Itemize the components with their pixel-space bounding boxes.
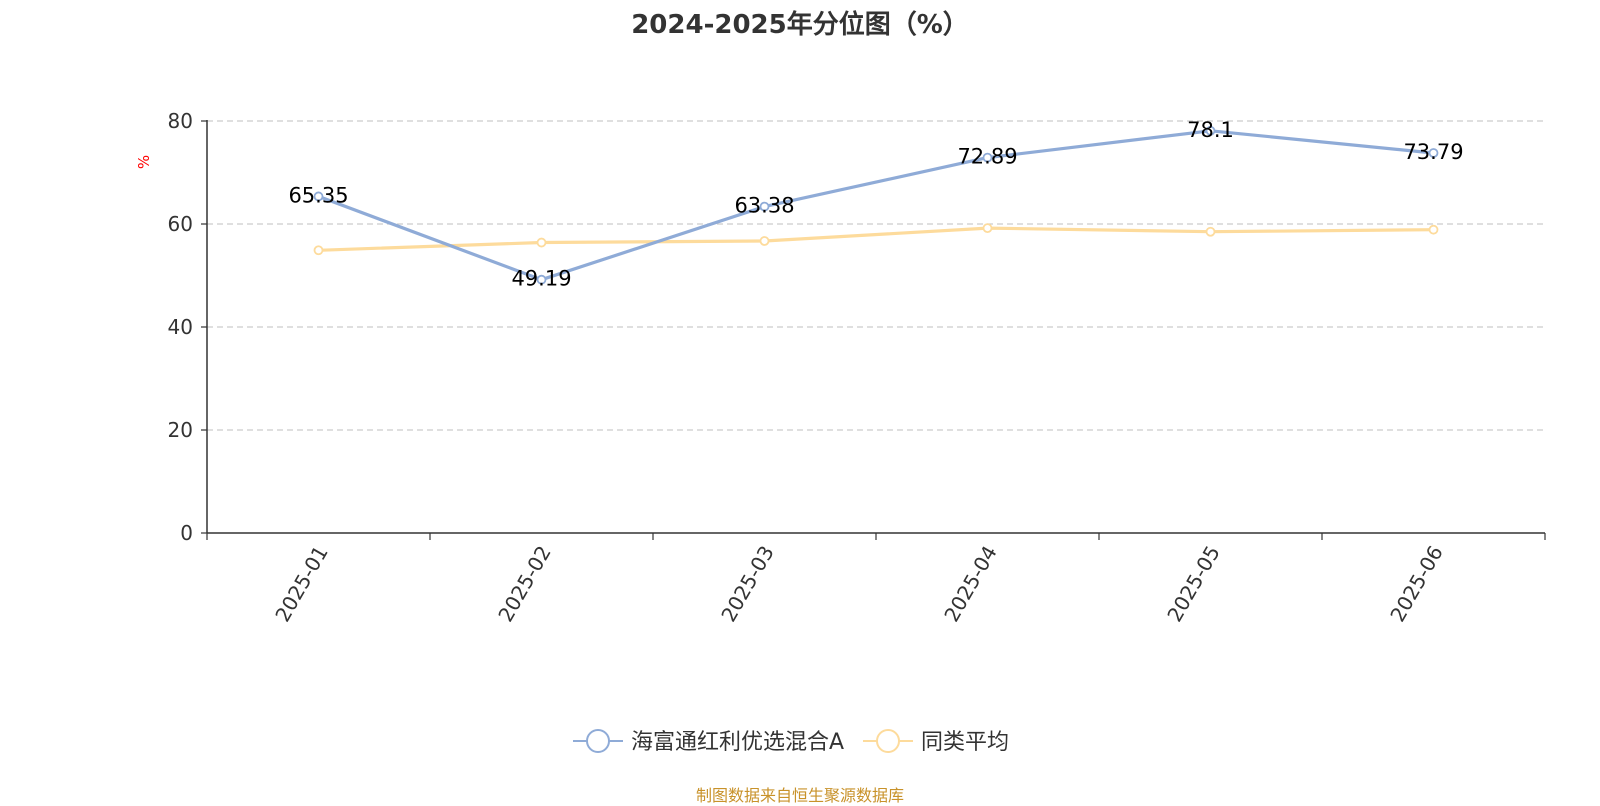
series-line	[318, 226, 1434, 252]
y-axis-label: %	[135, 155, 153, 169]
data-label: 78.1	[1187, 118, 1234, 142]
x-tick-label: 2025-03	[716, 542, 779, 626]
data-point	[313, 245, 324, 256]
x-tick-label: 2025-06	[1385, 542, 1448, 626]
data-point	[1205, 226, 1216, 237]
chart-title: 2024-2025年分位图（%）	[631, 10, 969, 40]
y-tick-label: 0	[180, 521, 193, 545]
data-point	[313, 191, 324, 202]
y-tick-label: 80	[168, 109, 193, 133]
data-label: 63.38	[734, 194, 794, 218]
y-tick-label: 20	[168, 418, 193, 442]
data-point	[536, 274, 547, 285]
x-tick-label: 2025-02	[493, 542, 556, 626]
data-point	[759, 236, 770, 246]
legend-label: 同类平均	[921, 730, 1009, 755]
data-label: 65.35	[288, 183, 348, 207]
legend-label: 海富通红利优选混合A	[631, 730, 844, 755]
data-point	[536, 237, 547, 248]
series-line	[317, 129, 1434, 282]
data-label: 49.19	[511, 267, 571, 291]
source-note: 制图数据来自恒生聚源数据库	[695, 786, 904, 805]
data-point	[1205, 125, 1216, 136]
data-point	[759, 201, 770, 212]
x-tick-label: 2025-04	[939, 542, 1002, 626]
y-tick-label: 40	[168, 315, 193, 339]
data-point	[1428, 224, 1439, 235]
data-point	[982, 152, 993, 163]
data-point	[982, 223, 993, 234]
x-tick-label: 2025-05	[1162, 542, 1225, 626]
legend-marker	[876, 729, 900, 753]
data-label: 72.89	[957, 145, 1017, 169]
y-tick-label: 60	[168, 212, 193, 236]
x-tick-label: 2025-01	[270, 542, 333, 626]
data-label: 73.79	[1403, 140, 1463, 164]
legend-marker	[586, 729, 610, 753]
data-point	[1428, 148, 1439, 158]
